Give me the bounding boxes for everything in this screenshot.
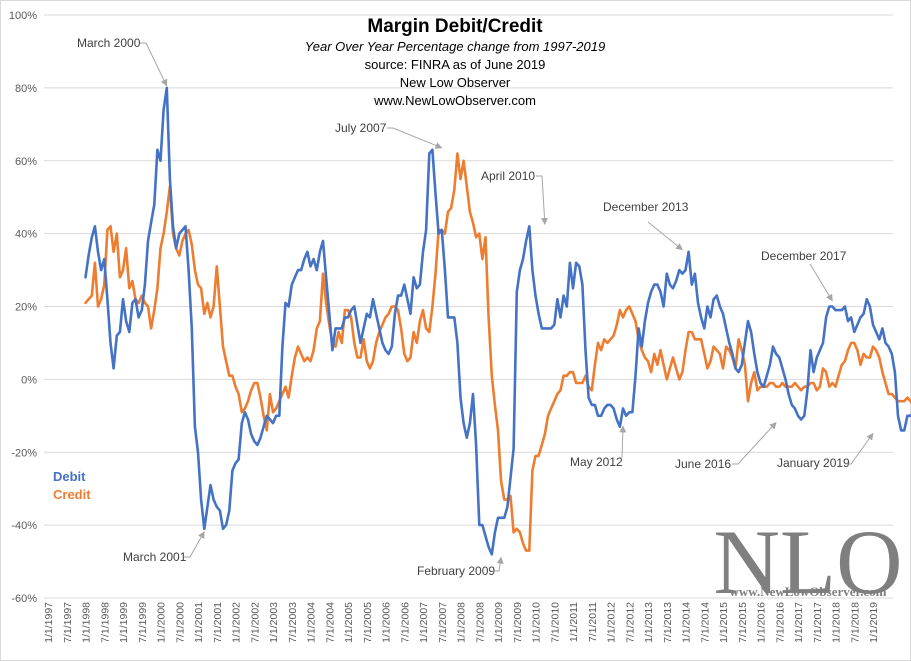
watermark-logo: NLO www.NewLowObserver.com	[713, 511, 902, 613]
annotation-arrow	[184, 531, 205, 558]
annotation-july-2007: July 2007	[335, 121, 387, 135]
x-tick-label: 1/1/2001	[193, 602, 205, 643]
x-tick-label: 7/1/2009	[512, 602, 524, 643]
x-tick-label: 1/1/1999	[118, 602, 130, 643]
chart-title-block: Margin Debit/Credit Year Over Year Perce…	[305, 16, 605, 108]
x-tick-label: 7/1/1999	[137, 602, 149, 643]
x-tick-label: 7/1/2016	[774, 602, 786, 643]
y-axis-ticks: -60% -40% -20% 0% 20% 40% 60% 80% 100%	[9, 10, 37, 605]
x-tick-label: 1/1/2015	[718, 602, 730, 643]
y-tick-label: 0%	[21, 374, 37, 386]
annotation-arrow	[647, 221, 683, 251]
y-tick-label: -40%	[11, 520, 37, 532]
x-tick-label: 1/1/2017	[793, 602, 805, 643]
annotation-arrow	[140, 42, 168, 87]
x-tick-label: 1/1/2013	[643, 602, 655, 643]
x-tick-label: 1/1/2010	[531, 602, 543, 643]
series-lines	[84, 86, 911, 556]
legend: Debit Credit	[53, 469, 91, 502]
x-tick-label: 1/1/2016	[756, 602, 768, 643]
annotation-april-2010: April 2010	[481, 169, 535, 183]
x-tick-label: 1/1/1998	[81, 602, 93, 643]
logo-url: www.NewLowObserver.com	[730, 584, 887, 599]
annotation-arrow	[536, 175, 548, 226]
annotation-december-2017: December 2017	[761, 249, 847, 263]
y-tick-label: 100%	[9, 10, 37, 22]
x-tick-label: 1/1/1997	[43, 602, 55, 643]
series-line-debit	[84, 86, 911, 556]
x-tick-label: 7/1/2004	[324, 602, 336, 643]
y-tick-label: 80%	[15, 83, 37, 95]
x-tick-label: 1/1/2006	[381, 602, 393, 643]
chart-subtitle: Year Over Year Percentage change from 19…	[305, 39, 605, 54]
x-tick-label: 1/1/2007	[418, 602, 430, 643]
x-tick-label: 7/1/2006	[399, 602, 411, 643]
annotation-arrow	[732, 421, 777, 465]
x-tick-label: 7/1/2007	[437, 602, 449, 643]
author-line: New Low Observer	[400, 75, 511, 90]
series-line-credit	[84, 152, 911, 552]
x-tick-label: 1/1/2008	[456, 602, 468, 643]
x-tick-label: 1/1/2019	[868, 602, 880, 643]
x-tick-label: 7/1/2015	[737, 602, 749, 643]
x-tick-label: 1/1/2005	[343, 602, 355, 643]
x-tick-label: 7/1/2011	[587, 602, 599, 642]
x-tick-label: 7/1/2003	[287, 602, 299, 643]
x-tick-label: 7/1/2000	[174, 602, 186, 643]
annotation-arrow	[809, 263, 833, 302]
x-tick-label: 1/1/2002	[231, 602, 243, 643]
annotations: March 2000 March 2001 July 2007 February…	[77, 36, 874, 578]
chart-title: Margin Debit/Credit	[367, 16, 543, 37]
logo-text: NLO	[713, 511, 902, 613]
annotation-february-2009: February 2009	[417, 564, 495, 578]
source-line: source: FINRA as of June 2019	[365, 57, 546, 72]
y-tick-label: -60%	[11, 593, 37, 605]
x-tick-label: 1/1/2004	[306, 602, 318, 643]
x-tick-label: 7/1/2017	[812, 602, 824, 643]
x-tick-label: 7/1/2010	[549, 602, 561, 643]
gridlines	[44, 14, 893, 599]
annotation-may-2012: May 2012	[570, 455, 623, 469]
x-tick-label: 1/1/2014	[681, 602, 693, 643]
legend-debit: Debit	[53, 469, 86, 484]
x-tick-label: 1/1/2009	[493, 602, 505, 643]
annotation-march-2000: March 2000	[77, 36, 141, 50]
x-tick-label: 7/1/2008	[474, 602, 486, 643]
website-line: www.NewLowObserver.com	[373, 93, 536, 108]
x-tick-label: 7/1/2012	[624, 602, 636, 643]
x-tick-label: 1/1/2003	[268, 602, 280, 643]
annotation-arrow	[387, 127, 443, 149]
y-tick-label: 20%	[15, 302, 37, 314]
annotation-arrow	[493, 556, 504, 572]
annotation-december-2013: December 2013	[603, 200, 689, 214]
x-tick-label: 7/1/1997	[62, 602, 74, 643]
x-tick-label: 7/1/2001	[212, 602, 224, 643]
annotation-june-2016: June 2016	[675, 457, 731, 471]
x-tick-label: 1/1/2011	[568, 602, 580, 642]
legend-credit: Credit	[53, 487, 91, 502]
x-tick-label: 1/1/2000	[156, 602, 168, 643]
x-tick-label: 7/1/2002	[249, 602, 261, 643]
x-tick-label: 1/1/2012	[606, 602, 618, 643]
x-tick-label: 7/1/2013	[662, 602, 674, 643]
y-tick-label: 40%	[15, 229, 37, 241]
annotation-arrow	[845, 432, 874, 465]
y-tick-label: -20%	[11, 447, 37, 459]
x-tick-label: 7/1/1998	[99, 602, 111, 643]
y-tick-label: 60%	[15, 156, 37, 168]
x-tick-label: 7/1/2005	[362, 602, 374, 643]
x-tick-label: 7/1/2018	[849, 602, 861, 643]
annotation-march-2001: March 2001	[123, 550, 187, 564]
x-tick-label: 7/1/2014	[699, 602, 711, 643]
annotation-january-2019: January 2019	[777, 456, 850, 470]
x-axis-ticks: 1/1/1997 7/1/1997 1/1/1998 7/1/1998 1/1/1999…	[43, 602, 880, 643]
x-tick-label: 1/1/2018	[831, 602, 843, 643]
annotation-arrow	[619, 425, 627, 459]
